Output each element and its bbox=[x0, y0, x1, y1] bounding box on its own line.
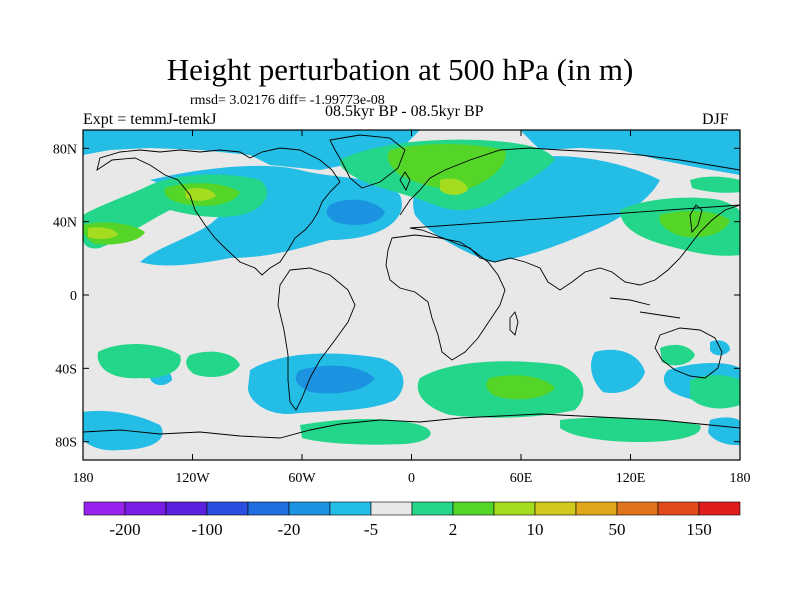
lat-tick-label: 0 bbox=[70, 289, 77, 304]
colorbar: -200 -100 -20 -5 2 10 50 150 bbox=[83, 501, 741, 539]
coast-uk bbox=[399, 171, 411, 192]
contour-pos-europe-mid bbox=[387, 144, 506, 190]
coastlines bbox=[83, 134, 740, 439]
experiment-label: Expt = temmJ-temkJ bbox=[83, 111, 217, 128]
lat-tick-label: 40S bbox=[55, 362, 77, 377]
coast-south-america bbox=[277, 267, 356, 411]
coast-eurasia bbox=[399, 147, 740, 291]
colorbar-label: 50 bbox=[609, 520, 626, 539]
contour-neg-sh-atlantic-core bbox=[295, 365, 375, 394]
contour-pos-europe-core bbox=[440, 178, 468, 195]
lon-ticks: 180 120W 60W 0 60E 120E 180 bbox=[73, 130, 751, 486]
colorbar-swatch bbox=[165, 501, 208, 516]
season-label: DJF bbox=[702, 111, 729, 128]
contour-pos-sh-ne-pacific bbox=[660, 344, 695, 366]
lat-tick-label: 80N bbox=[53, 142, 77, 157]
colorbar-swatch bbox=[83, 501, 126, 516]
lon-tick-label: 0 bbox=[408, 471, 415, 486]
colorbar-swatch bbox=[370, 501, 413, 516]
lon-tick-label: 120W bbox=[175, 471, 210, 486]
coast-north-america bbox=[96, 147, 341, 276]
colorbar-swatch bbox=[124, 501, 167, 516]
lat-tick-label: 40N bbox=[53, 216, 77, 231]
colorbar-swatch bbox=[575, 501, 618, 516]
colorbar-swatch bbox=[247, 501, 290, 516]
lat-ticks: 80N 40N 0 40S 80S bbox=[53, 142, 740, 451]
contour-neg-atlantic-core bbox=[326, 199, 385, 225]
lon-tick-label: 60W bbox=[288, 471, 316, 486]
period-label: 08.5kyr BP - 08.5kyr BP bbox=[325, 103, 484, 120]
contour-pos-antarctic-band bbox=[300, 418, 431, 445]
contour-neg-arctic-east bbox=[520, 130, 740, 175]
contour-pos-sh-indian-mid bbox=[486, 375, 555, 400]
colorbar-swatch bbox=[534, 501, 577, 516]
coast-africa bbox=[385, 234, 506, 361]
coast-australia bbox=[654, 327, 723, 379]
contour-pos-antarctic-east bbox=[560, 417, 701, 442]
contour-pos-sh-pacific-mid bbox=[186, 351, 240, 377]
coast-madagascar bbox=[509, 311, 519, 336]
colorbar-swatch bbox=[616, 501, 659, 516]
coast-indonesia bbox=[609, 297, 681, 319]
lon-tick-label: 180 bbox=[73, 471, 94, 486]
colorbar-label: 2 bbox=[449, 520, 458, 539]
colorbar-label: -5 bbox=[364, 520, 378, 539]
contour-pos-pacific-west-core bbox=[88, 227, 118, 240]
colorbar-label: 150 bbox=[686, 520, 712, 539]
colorbar-label: -100 bbox=[191, 520, 222, 539]
map-plot-area bbox=[83, 130, 740, 460]
contour-neg-sh-indian bbox=[591, 349, 645, 394]
coast-greenland bbox=[329, 134, 406, 189]
contour-pos-far-east-north bbox=[690, 176, 740, 193]
contour-neg-antarctic-e bbox=[708, 417, 740, 446]
colorbar-label: -200 bbox=[109, 520, 140, 539]
contour-pos-sh-nz bbox=[690, 375, 740, 409]
colorbar-swatch bbox=[493, 501, 536, 516]
coast-antarctica bbox=[83, 413, 740, 439]
contour-pos-sh-pacific-w bbox=[97, 344, 181, 379]
colorbar-swatch bbox=[329, 501, 372, 516]
map-title: Height perturbation at 500 hPa (in m) bbox=[166, 52, 634, 87]
stats-line: rmsd= 3.02176 diff= -1.99773e-08 bbox=[190, 93, 385, 108]
contour-neg-arctic bbox=[83, 130, 420, 170]
colorbar-label: -20 bbox=[278, 520, 301, 539]
colorbar-swatch bbox=[698, 501, 741, 516]
lon-tick-label: 120E bbox=[616, 471, 646, 486]
contour-pos-alaska-core bbox=[185, 188, 216, 201]
coast-japan bbox=[689, 204, 703, 234]
colorbar-swatch bbox=[411, 501, 454, 516]
lon-tick-label: 60E bbox=[510, 471, 533, 486]
colorbar-swatch bbox=[206, 501, 249, 516]
colorbar-swatch bbox=[452, 501, 495, 516]
lon-tick-label: 180 bbox=[730, 471, 751, 486]
colorbar-swatch bbox=[657, 501, 700, 516]
colorbar-swatch bbox=[288, 501, 331, 516]
colorbar-label: 10 bbox=[527, 520, 544, 539]
contour-pos-east-asia-mid bbox=[659, 210, 730, 238]
lat-tick-label: 80S bbox=[55, 436, 77, 451]
